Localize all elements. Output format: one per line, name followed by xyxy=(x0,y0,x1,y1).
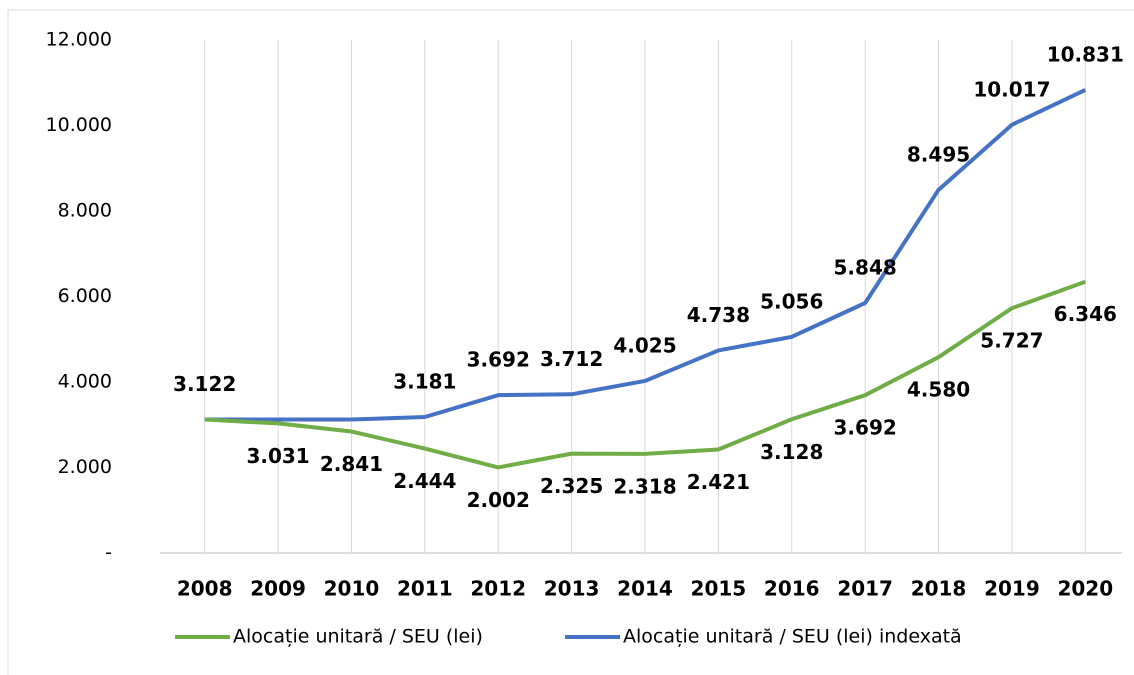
x-tick-label: 2019 xyxy=(984,577,1040,601)
x-tick-label: 2009 xyxy=(250,577,306,601)
data-label: 2.325 xyxy=(540,474,603,498)
data-label: 3.128 xyxy=(760,440,823,464)
y-tick-label: 2.000 xyxy=(58,456,112,478)
data-label: 3.712 xyxy=(540,347,603,371)
x-tick-label: 2012 xyxy=(470,577,526,601)
data-label: 5.056 xyxy=(760,289,823,313)
data-label: 4.738 xyxy=(687,303,750,327)
x-tick-label: 2017 xyxy=(837,577,893,601)
data-label: 3.181 xyxy=(393,370,456,394)
x-tick-label: 2014 xyxy=(617,577,673,601)
y-tick-label: 10.000 xyxy=(46,114,112,136)
legend-label: Alocație unitară / SEU (lei) indexată xyxy=(623,626,962,648)
x-tick-label: 2008 xyxy=(177,577,233,601)
series-line xyxy=(204,279,1086,470)
data-label: 3.031 xyxy=(246,444,309,468)
y-tick-label: - xyxy=(105,542,112,564)
data-label: 2.318 xyxy=(613,474,676,498)
data-label: 10.831 xyxy=(1047,42,1124,66)
y-tick-label: 12.000 xyxy=(46,29,112,51)
y-tick-label: 8.000 xyxy=(58,200,112,222)
chart-frame xyxy=(7,9,1134,675)
data-label: 5.727 xyxy=(980,329,1043,353)
data-label: 2.002 xyxy=(467,488,530,512)
x-tick-label: 2018 xyxy=(911,577,967,601)
x-tick-label: 2010 xyxy=(324,577,380,601)
data-label: 5.848 xyxy=(834,255,897,279)
data-label: 6.346 xyxy=(1054,302,1117,326)
data-label: 10.017 xyxy=(973,77,1050,101)
data-label: 4.025 xyxy=(613,333,676,357)
y-tick-label: 4.000 xyxy=(58,371,112,393)
x-tick-label: 2011 xyxy=(397,577,453,601)
data-label: 3.692 xyxy=(467,348,530,372)
data-label: 4.580 xyxy=(907,378,970,402)
data-label: 3.122 xyxy=(173,372,236,396)
x-tick-label: 2020 xyxy=(1057,577,1113,601)
data-label: 3.692 xyxy=(834,416,897,440)
x-tick-label: 2016 xyxy=(764,577,820,601)
legend-label: Alocație unitară / SEU (lei) xyxy=(233,626,483,648)
data-label: 2.841 xyxy=(320,452,383,476)
data-label: 2.421 xyxy=(687,470,750,494)
series-line xyxy=(204,88,1087,422)
y-tick-label: 6.000 xyxy=(58,285,112,307)
data-label: 8.495 xyxy=(907,142,970,166)
x-tick-label: 2015 xyxy=(691,577,747,601)
x-tick-label: 2013 xyxy=(544,577,600,601)
data-label: 2.444 xyxy=(393,469,456,493)
